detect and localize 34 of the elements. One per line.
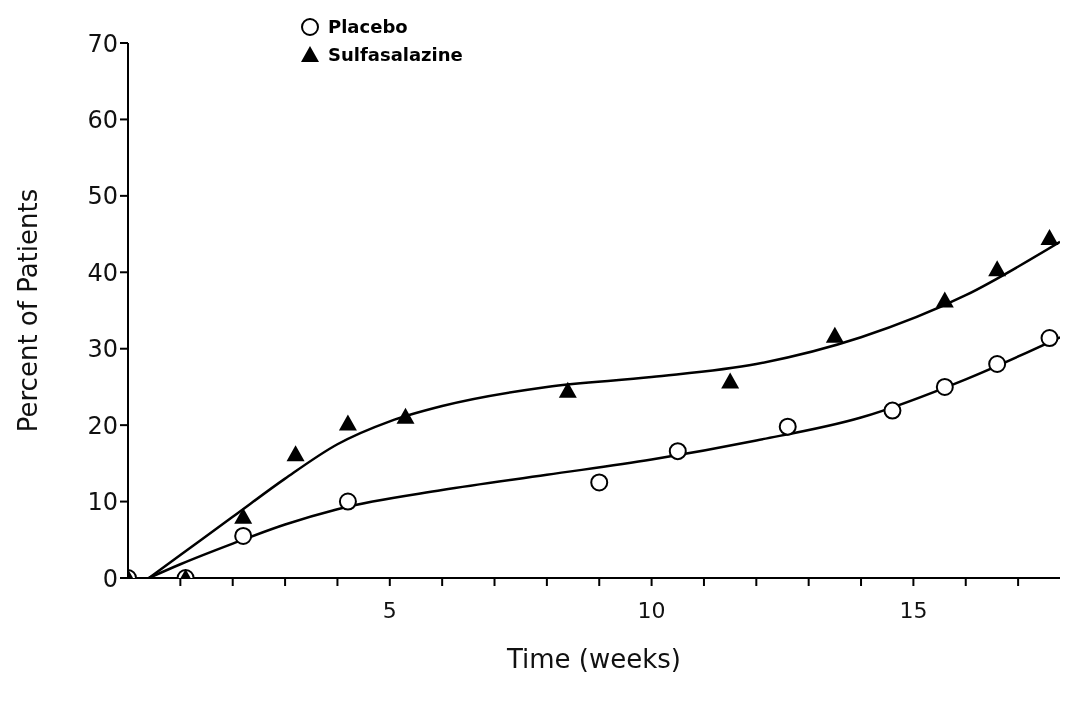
point xyxy=(1040,228,1059,245)
y-tick-label: 30 xyxy=(87,335,118,364)
point xyxy=(988,355,1007,373)
legend-label: Placebo xyxy=(328,15,408,37)
y-axis-title: Percent of Patients xyxy=(13,188,44,433)
x-tick-label: 10 xyxy=(637,597,666,623)
x-axis-title: Time (weeks) xyxy=(505,644,682,674)
point xyxy=(558,381,577,398)
point xyxy=(234,526,253,545)
point xyxy=(286,445,305,462)
point xyxy=(935,291,954,308)
point xyxy=(590,473,609,492)
point xyxy=(721,372,740,389)
y-tick-label: 60 xyxy=(87,105,118,134)
y-tick-label: 40 xyxy=(87,258,118,287)
y-tick-label: 50 xyxy=(87,182,118,211)
x-tick-label: 5 xyxy=(382,597,397,623)
point xyxy=(1040,329,1059,348)
y-tick-label: 70 xyxy=(87,29,118,58)
point xyxy=(778,417,797,436)
point xyxy=(338,492,357,511)
point xyxy=(825,326,844,343)
y-tick-label: 0 xyxy=(102,564,118,593)
legend-label: Sulfasalazine xyxy=(328,43,463,65)
y-tick-label: 20 xyxy=(87,411,118,440)
point xyxy=(988,260,1007,277)
point xyxy=(668,442,687,461)
point xyxy=(883,401,902,420)
y-tick-label: 10 xyxy=(87,488,118,517)
point xyxy=(234,507,253,524)
point xyxy=(935,377,954,396)
point xyxy=(338,414,357,431)
point xyxy=(396,407,415,424)
x-tick-label: 15 xyxy=(899,597,928,623)
